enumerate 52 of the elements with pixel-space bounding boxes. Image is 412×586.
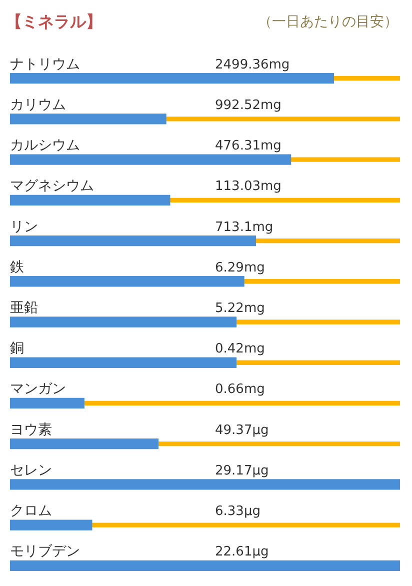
bar [244,279,400,284]
y-tick-label: 亜鉛 [10,300,38,316]
bar [10,479,400,490]
annotation: 49.37μg [215,422,269,438]
y-tick-label: マンガン [10,381,66,398]
y-tick-label: リン [10,218,38,235]
bar [10,114,166,124]
bar [10,398,84,409]
chart-subtitle: （一日あたりの目安） [258,13,398,31]
bar [333,76,400,81]
bar [10,235,256,246]
y-tick-label: ヨウ素 [10,422,52,438]
y-tick-label: ナトリウム [10,56,80,72]
y-tick-label: カルシウム [10,138,80,154]
bar [236,360,400,365]
y-tick-label: モリブデン [10,544,80,560]
y-tick-label: セレン [10,462,52,478]
annotation: 22.61μg [215,544,269,560]
y-tick-label: クロム [10,503,52,520]
bar [10,357,237,368]
bar [10,154,292,165]
annotation: 5.22mg [215,301,265,316]
annotation: 6.29mg [215,260,265,276]
y-tick-label: マグネシウム [10,178,94,194]
bar [92,522,400,528]
y-tick-label: 鉄 [10,259,24,276]
annotation: 476.31mg [215,138,282,154]
annotation: 0.66mg [215,382,265,398]
annotation: 29.17μg [215,463,269,478]
bar [236,320,400,324]
annotation: 113.03mg [215,179,282,194]
annotation: 6.33μg [215,504,260,520]
y-tick-label: 銅 [10,340,24,357]
bar [290,157,400,162]
annotation: 2499.36mg [215,57,290,72]
bar [158,442,400,446]
bar [10,560,400,572]
bar [170,198,400,202]
bar [84,400,400,406]
chart-title: 【ミネラル】 [6,12,102,33]
annotation: 713.1mg [215,220,274,235]
bar [10,438,159,450]
annotation: 0.42mg [215,342,265,357]
bar [255,238,400,244]
bar [166,116,400,122]
y-tick-label: カリウム [10,96,66,113]
bar [10,72,334,84]
annotation: 992.52mg [215,98,282,113]
bar [10,316,237,328]
bar [10,194,170,206]
bar [10,276,244,287]
bar [10,520,92,530]
